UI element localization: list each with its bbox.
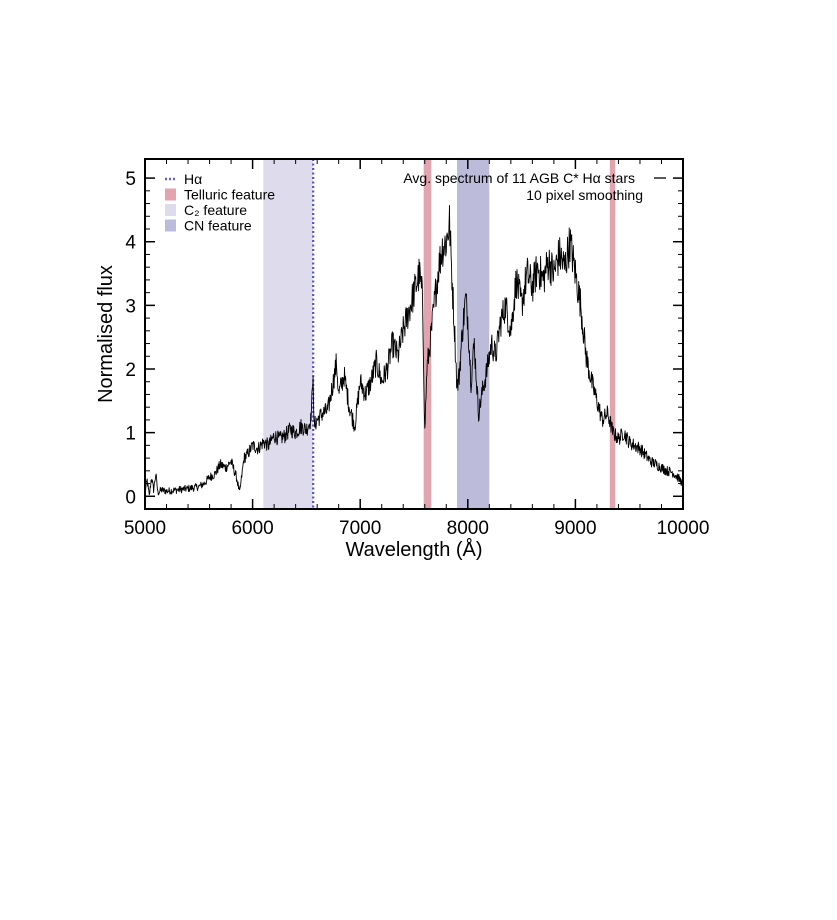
- spectrum-series: [144, 205, 684, 496]
- x-tick-label: 8000: [447, 518, 489, 539]
- legend-label: CN feature: [184, 218, 252, 234]
- legend-swatch-telluric: [165, 188, 176, 201]
- y-tick-label: 0: [125, 487, 136, 508]
- annotation-line-2: 10 pixel smoothing: [526, 187, 643, 203]
- feature-bands: [263, 159, 616, 509]
- axis-ticks: 5000 6000 7000 8000 9000 10000 0 1 2 3 4 5: [124, 159, 710, 539]
- legend-label: Hα: [184, 171, 202, 187]
- band-1: [423, 159, 432, 509]
- y-tick-label: 3: [125, 296, 136, 317]
- series-line-0: [144, 205, 684, 496]
- legend-label: C₂ feature: [184, 202, 247, 218]
- x-tick-label: 6000: [231, 518, 273, 539]
- y-tick-label: 5: [125, 169, 136, 190]
- annotation-line-1: Avg. spectrum of 11 AGB C* Hα stars: [403, 170, 635, 186]
- band-0: [263, 159, 313, 509]
- x-tick-label: 5000: [124, 518, 166, 539]
- x-tick-label: 7000: [339, 518, 381, 539]
- band-3: [609, 159, 616, 509]
- legend-swatch-cn: [165, 219, 176, 232]
- x-tick-label: 9000: [554, 518, 596, 539]
- legend-label: Telluric feature: [184, 187, 275, 203]
- x-tick-label: 10000: [657, 518, 710, 539]
- y-tick-label: 4: [125, 233, 136, 254]
- y-axis-title: Normalised flux: [95, 265, 117, 403]
- plot-frame: [144, 158, 684, 510]
- legend-swatch-c2: [165, 204, 176, 216]
- y-tick-label: 2: [125, 360, 136, 381]
- x-axis-title: Wavelength (Å): [345, 538, 482, 561]
- y-tick-label: 1: [125, 424, 136, 445]
